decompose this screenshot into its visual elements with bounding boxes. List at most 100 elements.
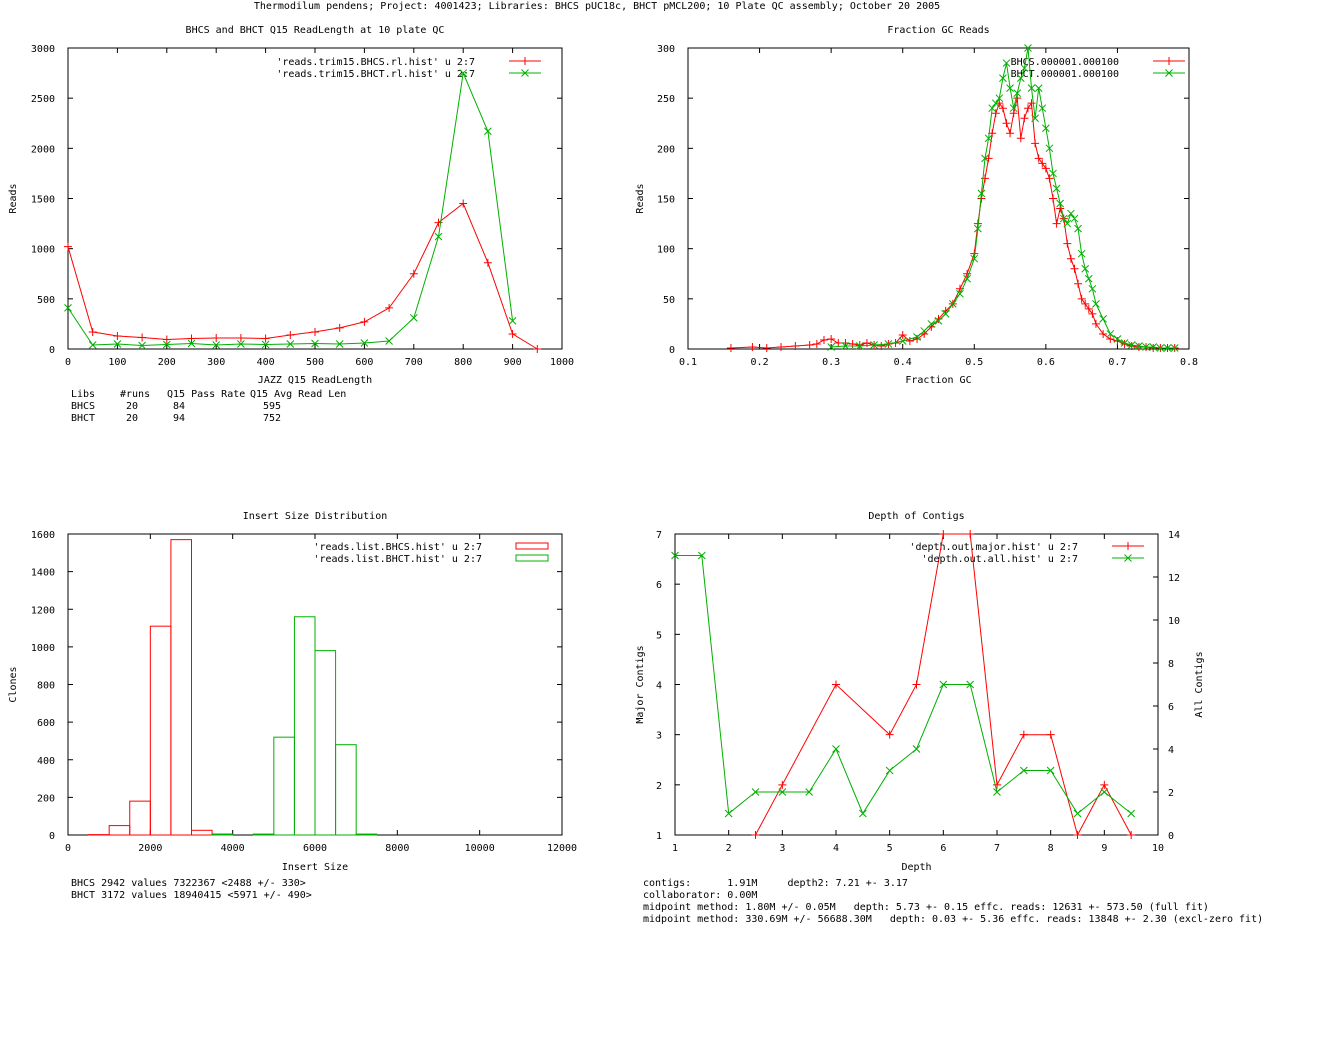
stats-header-cell: Q15 Pass Rate [167, 389, 245, 400]
data-point [777, 343, 785, 351]
x-tick-label: 4000 [221, 843, 245, 854]
y-tick-label: 0 [49, 345, 55, 356]
x-tick-label: 10 [1152, 843, 1164, 854]
data-point [763, 344, 771, 352]
stats-line: contigs: 1.91M depth2: 7.21 +- 3.17 [643, 878, 908, 889]
chart-title: Insert Size Distribution [243, 511, 388, 522]
series-line [831, 48, 1175, 348]
x-tick-label: 200 [158, 357, 176, 368]
x-tick-label: 800 [454, 357, 472, 368]
x-tick-label: 0.3 [822, 357, 840, 368]
y-tick-label: 500 [37, 295, 55, 306]
data-point [212, 334, 220, 342]
histogram-bar [336, 745, 357, 835]
data-point [1042, 164, 1050, 172]
data-point [886, 767, 893, 774]
y-axis-label: Clones [8, 666, 19, 702]
y2-tick-label: 14 [1168, 530, 1180, 541]
x-axis-label: Fraction GC [905, 375, 971, 386]
y-tick-label: 0 [49, 831, 55, 842]
x-tick-label: 700 [405, 357, 423, 368]
stats-line: BHCT 3172 values 18940415 <5971 +/- 490> [71, 890, 312, 901]
x-tick-label: 0.4 [894, 357, 912, 368]
y-tick-label: 800 [37, 681, 55, 692]
legend-label: 'depth.out.major.hist' u 2:7 [909, 542, 1078, 553]
y2-tick-label: 4 [1168, 745, 1174, 756]
histogram-bar [171, 540, 192, 835]
legend-marker [521, 57, 529, 65]
x-tick-label: 8000 [385, 843, 409, 854]
histogram-bar [192, 830, 213, 835]
data-point [939, 530, 947, 538]
histogram-bar [130, 801, 151, 835]
legend-marker [1165, 57, 1173, 65]
data-point [992, 109, 1000, 117]
data-point [1047, 731, 1055, 739]
data-point [1020, 731, 1028, 739]
data-point [138, 333, 146, 341]
y-tick-label: 0 [669, 345, 675, 356]
data-point [806, 341, 814, 349]
data-point [410, 314, 417, 321]
data-point [1128, 810, 1135, 817]
data-point [336, 324, 344, 332]
data-point [1035, 154, 1043, 162]
data-point [778, 781, 786, 789]
x-tick-label: 8 [1048, 843, 1054, 854]
x-tick-label: 0.2 [751, 357, 769, 368]
legend-label: BHCS.000001.000100 [1011, 57, 1119, 68]
data-point [1078, 295, 1086, 303]
data-point [1067, 210, 1074, 217]
x-tick-label: 9 [1101, 843, 1107, 854]
y-tick-label: 4 [656, 681, 662, 692]
stats-header-cell: #runs [120, 389, 150, 400]
data-point [1092, 320, 1100, 328]
x-tick-label: 0.5 [965, 357, 983, 368]
x-tick-label: 500 [306, 357, 324, 368]
data-point [64, 243, 72, 251]
y-tick-label: 1200 [31, 605, 55, 616]
legend-label: 'depth.out.all.hist' u 2:7 [921, 554, 1078, 565]
series-line [68, 73, 513, 345]
x-tick-label: 3 [779, 843, 785, 854]
y-tick-label: 1600 [31, 530, 55, 541]
data-point [1100, 781, 1108, 789]
data-point [1149, 344, 1157, 352]
insert-size-panel: Insert Size Distribution 0 2000 4000 6000 800… [8, 511, 577, 901]
y-tick-label: 300 [657, 44, 675, 55]
data-point [459, 200, 467, 208]
data-point [1020, 114, 1028, 122]
stats-line: BHCS 2942 values 7322367 <2488 +/- 330> [71, 878, 306, 889]
y-tick-label: 600 [37, 718, 55, 729]
x-tick-label: 400 [257, 357, 275, 368]
data-point [1092, 300, 1099, 307]
data-point [849, 340, 857, 348]
stats-cell: BHCT [71, 413, 95, 424]
x-axis-label: Insert Size [282, 862, 348, 873]
y-axis-label: Reads [8, 183, 19, 213]
data-point [1053, 220, 1061, 228]
readlength-panel: BHCS and BHCT Q15 ReadLength at 10 plate… [8, 25, 574, 424]
plot-frame [68, 48, 562, 349]
series-line [731, 98, 1175, 348]
y-tick-label: 50 [663, 295, 675, 306]
chart-title: Fraction GC Reads [887, 25, 989, 36]
chart-title: Depth of Contigs [868, 511, 964, 522]
data-point [89, 328, 97, 336]
x-tick-label: 6000 [303, 843, 327, 854]
data-point [748, 343, 756, 351]
y2-tick-label: 0 [1168, 831, 1174, 842]
y-tick-label: 2000 [31, 144, 55, 155]
data-point [1085, 275, 1092, 282]
depth-panel: Depth of Contigs1 2 3 4 5 6 7 8 9 101234567024681… [635, 511, 1263, 925]
stats-cell: BHCS [71, 401, 95, 412]
x-tick-label: 2000 [138, 843, 162, 854]
legend-swatch [516, 543, 548, 549]
data-point [1089, 285, 1096, 292]
y-tick-label: 1400 [31, 568, 55, 579]
histogram-bar [109, 826, 130, 835]
y2-tick-label: 2 [1168, 788, 1174, 799]
data-point [311, 328, 319, 336]
y-tick-label: 200 [657, 144, 675, 155]
y-tick-label: 1000 [31, 643, 55, 654]
